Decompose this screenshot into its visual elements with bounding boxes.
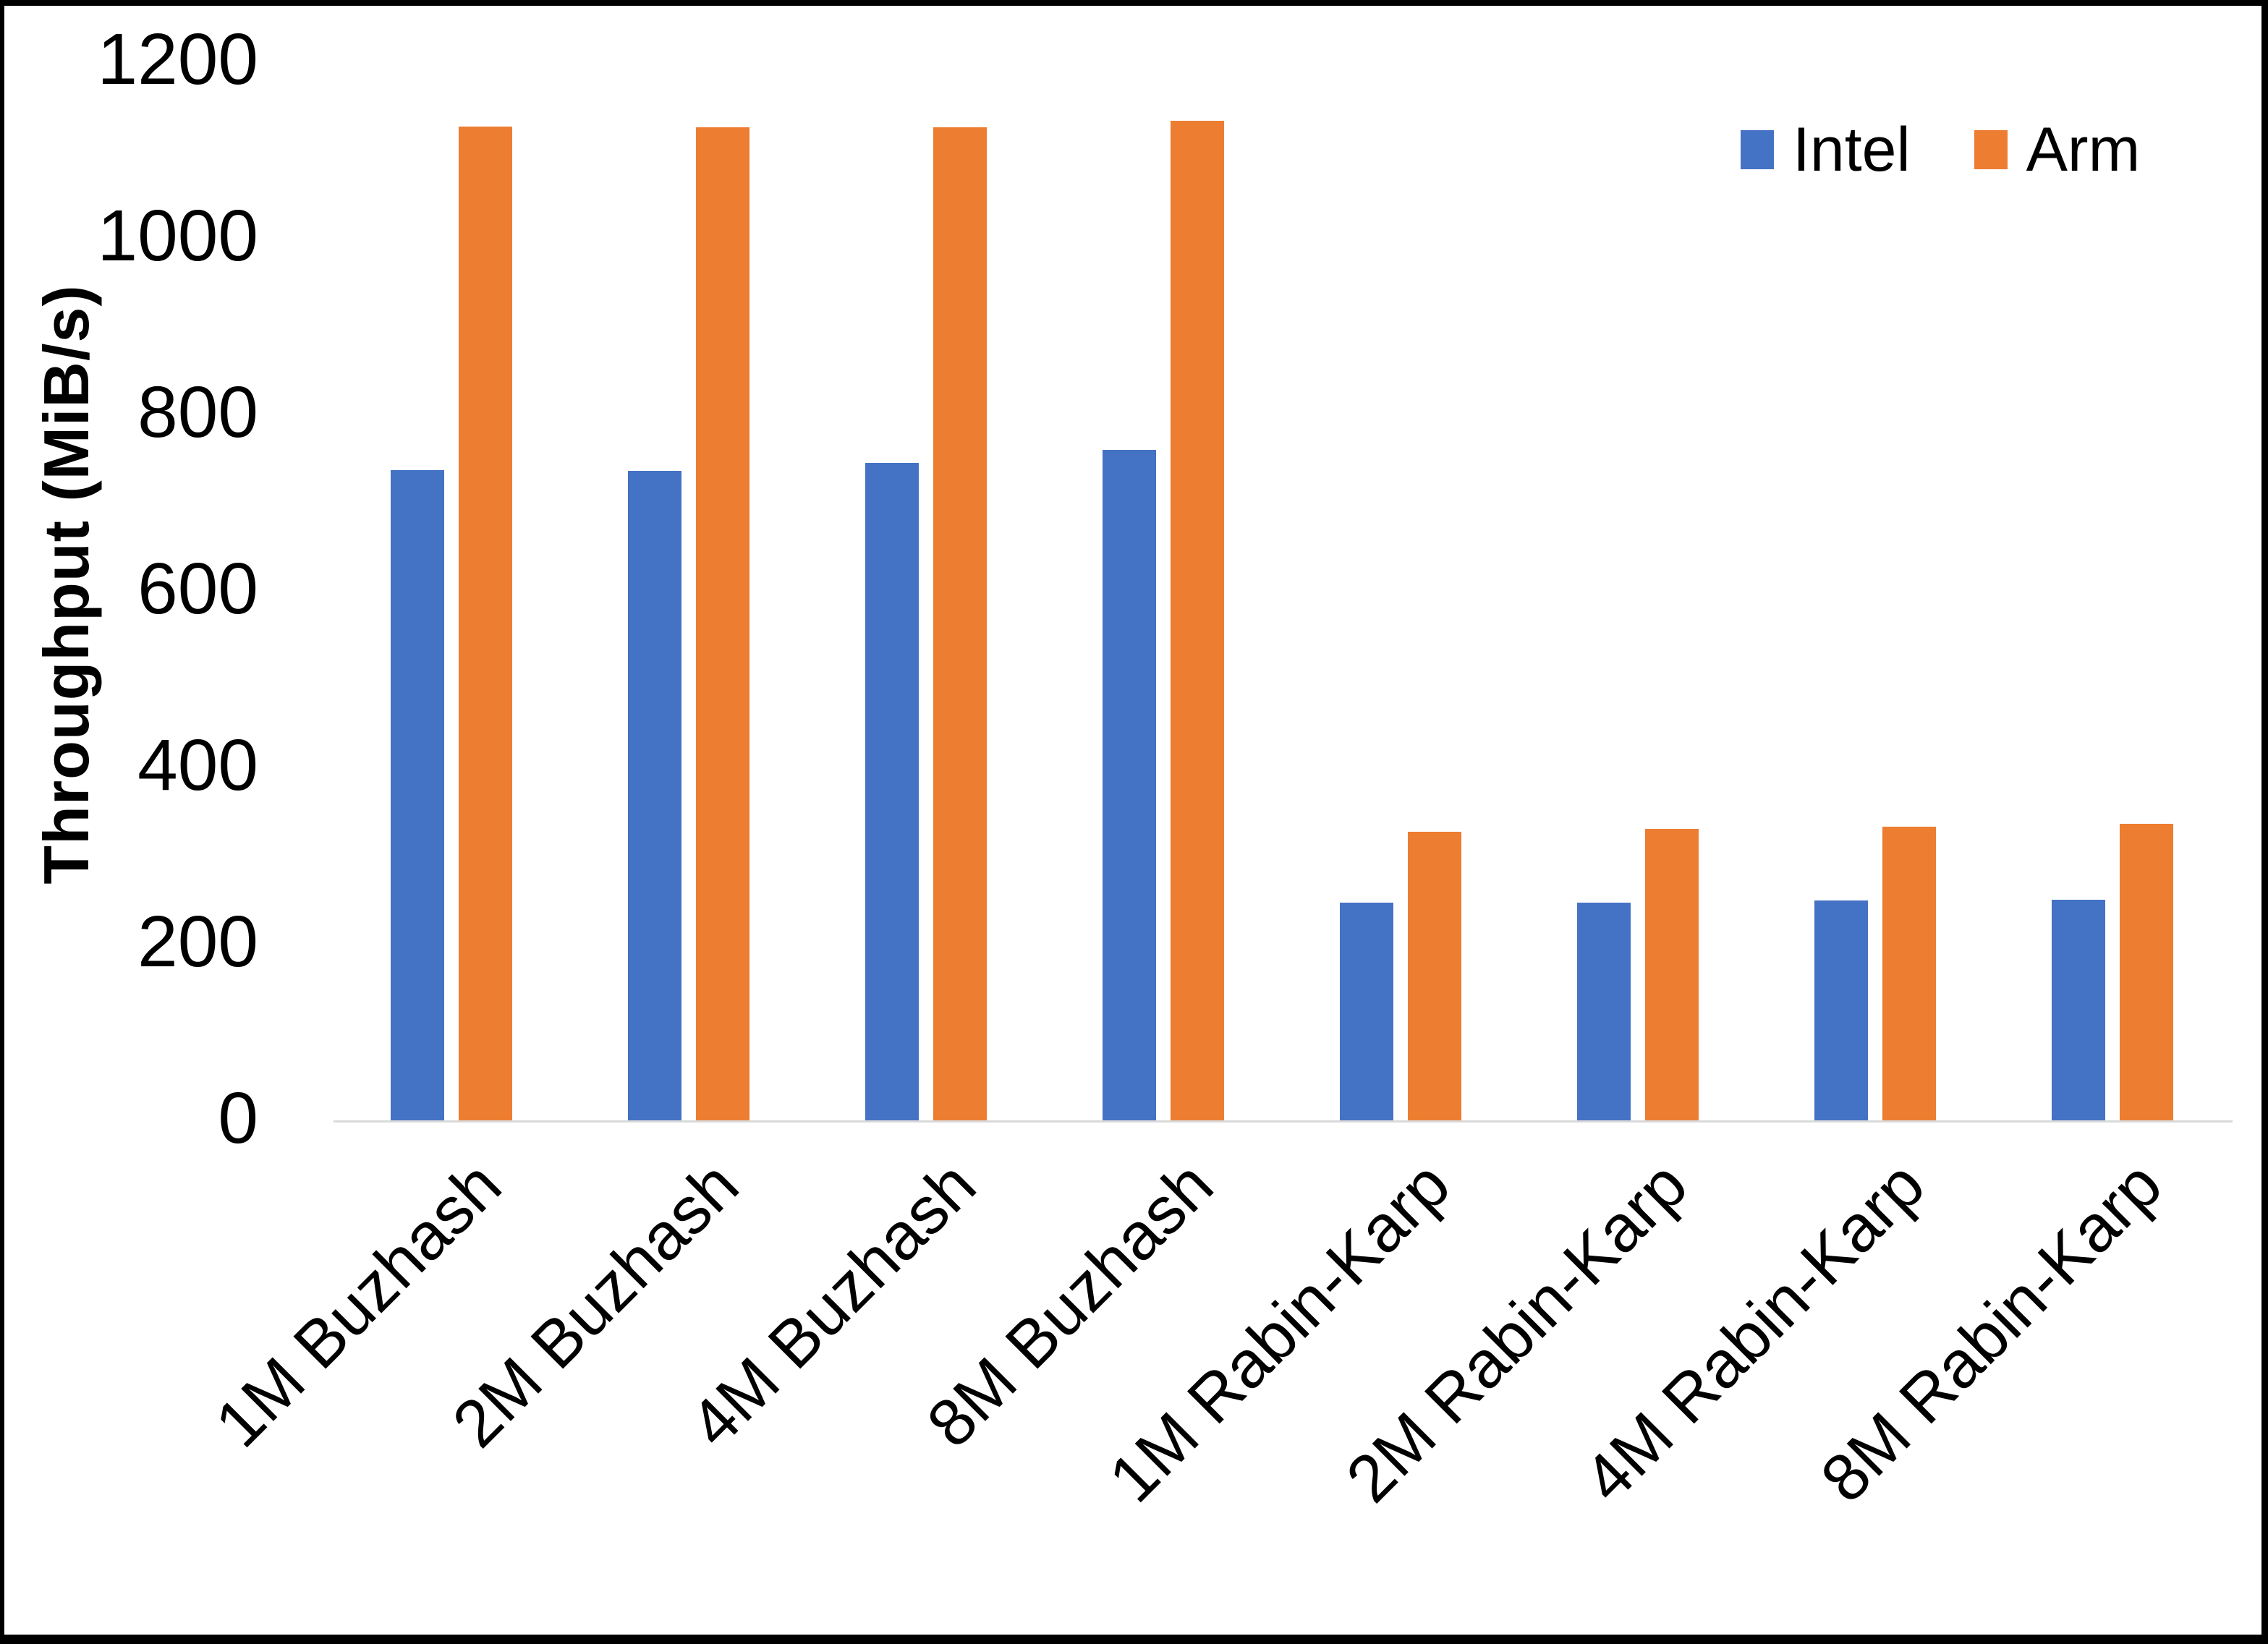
y-tick-label: 400 <box>137 725 258 806</box>
bar-intel-4m-rabin-karp <box>1814 900 1868 1120</box>
bar-arm-8m-rabin-karp <box>2120 824 2173 1120</box>
plot-area <box>334 61 2233 1123</box>
bar-arm-4m-rabin-karp <box>1882 827 1936 1120</box>
y-tick-label: 200 <box>137 901 258 983</box>
bar-intel-2m-buzhash <box>628 471 681 1120</box>
bar-arm-2m-buzhash <box>696 127 749 1120</box>
legend-swatch-intel <box>1741 130 1774 169</box>
y-tick-label: 600 <box>137 548 258 630</box>
y-tick-label: 1200 <box>97 19 258 101</box>
bar-arm-1m-buzhash <box>459 127 512 1120</box>
bar-intel-1m-buzhash <box>391 470 444 1120</box>
bar-arm-4m-buzhash <box>933 127 987 1120</box>
bar-arm-2m-rabin-karp <box>1645 829 1699 1120</box>
bar-arm-1m-rabin-karp <box>1408 832 1461 1120</box>
y-tick-label: 800 <box>137 372 258 453</box>
legend-label-intel: Intel <box>1793 115 1911 184</box>
legend-swatch-arm <box>1974 130 2008 169</box>
y-tick-label: 0 <box>218 1078 258 1159</box>
y-axis-title: Throughput (MiB/s) <box>30 284 102 885</box>
legend-label-arm: Arm <box>2026 115 2141 184</box>
legend: Intel Arm <box>1741 119 2140 181</box>
legend-item-arm: Arm <box>1974 115 2141 184</box>
chart-canvas: Throughput (MiB/s) 0 200 400 600 800 1000 1200… <box>4 6 2261 1635</box>
bar-intel-8m-buzhash <box>1103 450 1156 1120</box>
bar-intel-1m-rabin-karp <box>1340 903 1393 1120</box>
legend-item-intel: Intel <box>1741 119 1911 181</box>
bar-arm-8m-buzhash <box>1171 121 1224 1120</box>
y-tick-label: 1000 <box>97 195 258 277</box>
bar-intel-2m-rabin-karp <box>1577 903 1631 1120</box>
bar-intel-8m-rabin-karp <box>2052 900 2105 1120</box>
bar-intel-4m-buzhash <box>865 463 919 1120</box>
